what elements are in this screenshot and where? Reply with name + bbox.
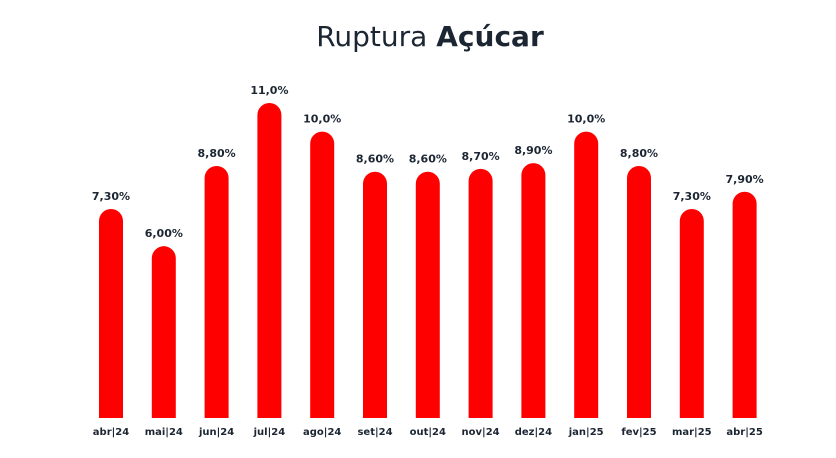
value-label: 8,80% xyxy=(620,147,658,160)
bar xyxy=(204,166,229,418)
x-tick-label: abr|24 xyxy=(93,427,129,438)
bar xyxy=(679,208,704,418)
bar xyxy=(468,168,493,418)
bar xyxy=(574,131,599,418)
x-tick-label: out|24 xyxy=(410,427,446,438)
chart-title: Ruptura Açúcar xyxy=(316,20,544,53)
x-tick-label: ago|24 xyxy=(303,427,341,438)
x-tick-label: dez|24 xyxy=(515,427,552,438)
value-label: 7,90% xyxy=(726,173,764,186)
x-tick-label: mar|25 xyxy=(672,427,712,438)
value-label: 10,0% xyxy=(567,113,605,126)
x-tick-label: jun|24 xyxy=(198,427,234,438)
value-label: 8,80% xyxy=(198,147,236,160)
x-tick-label: jan|25 xyxy=(568,427,604,438)
x-tick-label: abr|25 xyxy=(726,427,762,438)
bar xyxy=(363,171,387,418)
value-label: 8,90% xyxy=(514,144,552,157)
value-label: 8,60% xyxy=(409,153,447,166)
bar xyxy=(732,191,757,418)
value-label: 7,30% xyxy=(673,190,711,203)
bar xyxy=(415,171,440,418)
value-label: 11,0% xyxy=(250,84,288,97)
value-label: 10,0% xyxy=(303,113,341,126)
bar xyxy=(99,208,123,418)
x-tick-label: nov|24 xyxy=(462,427,500,438)
x-tick-label: fev|25 xyxy=(621,427,656,438)
title-light: Ruptura xyxy=(316,20,427,53)
x-tick-label: mai|24 xyxy=(145,427,183,438)
bar xyxy=(257,103,282,419)
bar xyxy=(310,131,335,418)
value-label: 6,00% xyxy=(145,227,183,240)
bar xyxy=(521,163,546,418)
x-tick-label: set|24 xyxy=(357,427,392,438)
title-bold: Açúcar xyxy=(436,20,544,53)
bar xyxy=(627,166,651,418)
value-label: 7,30% xyxy=(92,190,130,203)
value-label: 8,60% xyxy=(356,153,394,166)
value-label: 8,70% xyxy=(462,150,500,163)
x-tick-label: jul|24 xyxy=(253,427,286,438)
bar xyxy=(151,246,176,418)
